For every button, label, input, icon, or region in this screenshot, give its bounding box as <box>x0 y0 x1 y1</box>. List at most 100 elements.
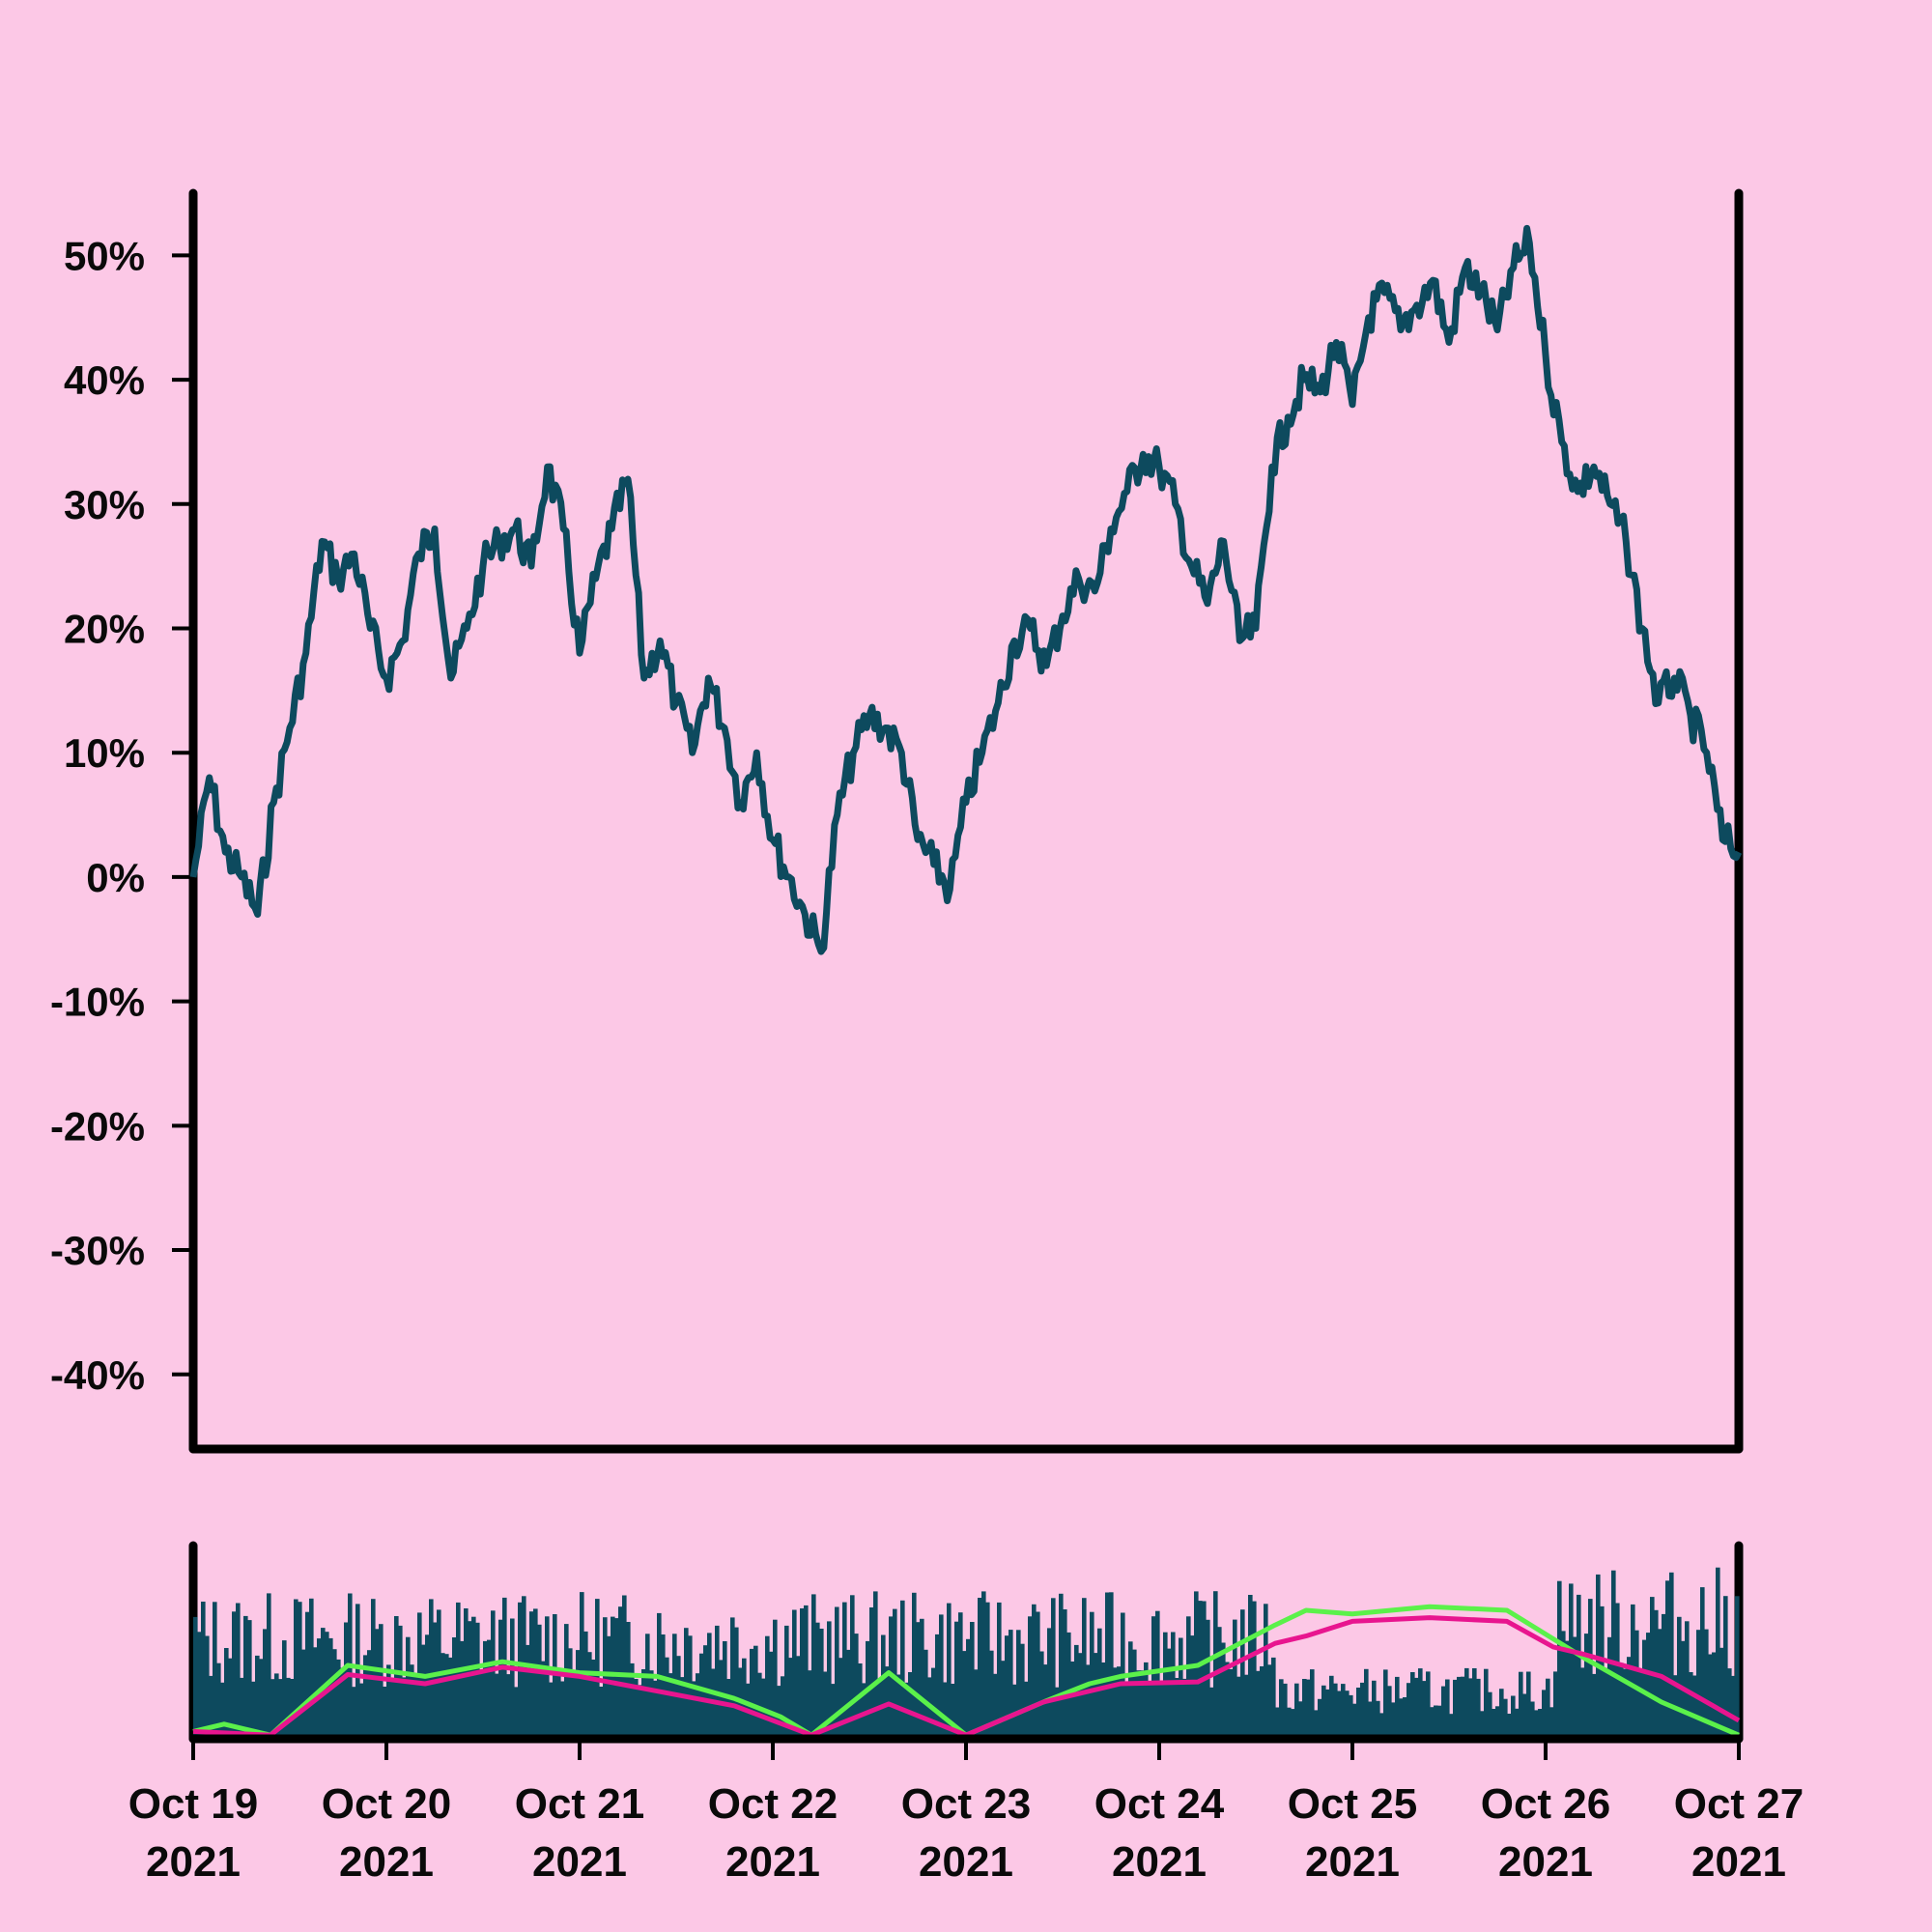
volume-bar <box>730 1617 735 1739</box>
volume-bar <box>394 1616 399 1739</box>
volume-bar <box>1240 1609 1245 1739</box>
volume-bar <box>1356 1688 1361 1739</box>
volume-bar <box>1179 1637 1183 1739</box>
volume-bar <box>421 1644 426 1739</box>
volume-bar <box>243 1615 248 1739</box>
volume-bar <box>1364 1668 1369 1739</box>
volume-bar <box>1105 1592 1110 1739</box>
volume-bar <box>811 1594 816 1739</box>
volume-bar <box>1557 1580 1562 1739</box>
volume-bar <box>985 1602 990 1739</box>
volume-bar <box>495 1673 499 1739</box>
volume-bar <box>1515 1708 1520 1739</box>
volume-bar <box>1229 1668 1234 1739</box>
volume-bar <box>572 1677 577 1739</box>
volume-bar <box>1530 1701 1535 1739</box>
volume-bar <box>858 1663 863 1739</box>
volume-bar <box>1148 1684 1152 1739</box>
volume-bar <box>1341 1684 1346 1739</box>
volume-bar <box>1279 1679 1284 1739</box>
volume-bar <box>1708 1654 1713 1739</box>
volume-bar <box>1403 1697 1407 1739</box>
volume-bar <box>1349 1694 1353 1739</box>
volume-bar <box>742 1658 747 1739</box>
volume-bar <box>1430 1707 1435 1739</box>
volume-bar <box>920 1618 924 1739</box>
volume-bar <box>1495 1706 1500 1739</box>
volume-bar <box>1059 1593 1064 1739</box>
volume-bar <box>201 1602 206 1739</box>
volume-bar <box>587 1652 592 1739</box>
volume-bar <box>344 1622 349 1739</box>
volume-bar <box>1573 1636 1577 1739</box>
volume-bar <box>321 1628 326 1739</box>
volume-bar <box>1333 1683 1338 1739</box>
volume-bar <box>1437 1705 1442 1739</box>
volume-bar <box>1032 1604 1037 1739</box>
volume-bar <box>270 1679 275 1739</box>
y-tick-label: 20% <box>64 606 145 651</box>
volume-bar <box>649 1670 654 1739</box>
x-tick-label-year: 2021 <box>146 1838 241 1886</box>
volume-bar <box>1600 1605 1605 1739</box>
volume-bar <box>1306 1679 1311 1739</box>
volume-bar <box>390 1678 395 1739</box>
volume-bar <box>962 1651 967 1739</box>
volume-bar <box>425 1634 430 1739</box>
volume-bar <box>931 1667 936 1739</box>
volume-bar <box>553 1614 557 1739</box>
volume-bar <box>1314 1710 1319 1739</box>
volume-panel <box>188 1541 1744 1744</box>
volume-bar <box>475 1622 480 1739</box>
volume-bar <box>556 1675 561 1739</box>
volume-bar <box>209 1675 213 1739</box>
volume-bar <box>1499 1689 1504 1739</box>
volume-bar <box>1677 1616 1682 1739</box>
volume-bar <box>340 1667 345 1739</box>
volume-bar <box>363 1655 368 1739</box>
x-tick-label-date: Oct 25 <box>1288 1780 1418 1828</box>
volume-bar <box>951 1684 955 1739</box>
volume-bar <box>1209 1687 1214 1739</box>
volume-bar <box>753 1645 758 1739</box>
volume-bar <box>734 1627 739 1739</box>
volume-bar <box>781 1676 785 1739</box>
volume-bar <box>723 1641 727 1739</box>
volume-bar <box>827 1621 832 1739</box>
volume-bar <box>1604 1667 1608 1739</box>
volume-bar <box>1260 1666 1264 1739</box>
volume-bar <box>1685 1621 1690 1739</box>
volume-bar <box>835 1606 839 1739</box>
volume-bar <box>267 1593 271 1739</box>
volume-bar <box>1395 1676 1400 1739</box>
volume-bar <box>1418 1668 1423 1739</box>
volume-bar <box>564 1624 569 1739</box>
y-tick-label: -10% <box>50 980 145 1025</box>
volume-bar <box>1012 1684 1017 1739</box>
x-tick-label-year: 2021 <box>1305 1838 1400 1886</box>
volume-bar <box>533 1608 538 1739</box>
volume-bar <box>1472 1668 1477 1739</box>
volume-bar <box>1009 1630 1013 1739</box>
volume-bar <box>993 1673 998 1739</box>
volume-bar <box>224 1648 229 1739</box>
volume-bar <box>448 1657 453 1739</box>
volume-bar <box>1155 1610 1160 1739</box>
volume-bar <box>1171 1632 1176 1739</box>
volume-bar <box>1271 1657 1276 1739</box>
volume-bar <box>1434 1705 1438 1739</box>
volume-bar <box>1020 1643 1025 1739</box>
volume-bar <box>1503 1698 1508 1739</box>
volume-bar <box>1225 1662 1230 1739</box>
volume-bar <box>634 1679 639 1739</box>
volume-bar <box>1712 1652 1717 1739</box>
x-tick-label-date: Oct 20 <box>322 1780 452 1828</box>
volume-bar <box>1696 1630 1701 1739</box>
volume-bar <box>1175 1678 1179 1739</box>
volume-bar <box>966 1638 971 1739</box>
volume-bar <box>1036 1611 1040 1739</box>
volume-bar <box>699 1653 704 1739</box>
volume-bar <box>1492 1709 1496 1739</box>
volume-bar <box>881 1634 886 1739</box>
volume-bar <box>228 1658 233 1739</box>
